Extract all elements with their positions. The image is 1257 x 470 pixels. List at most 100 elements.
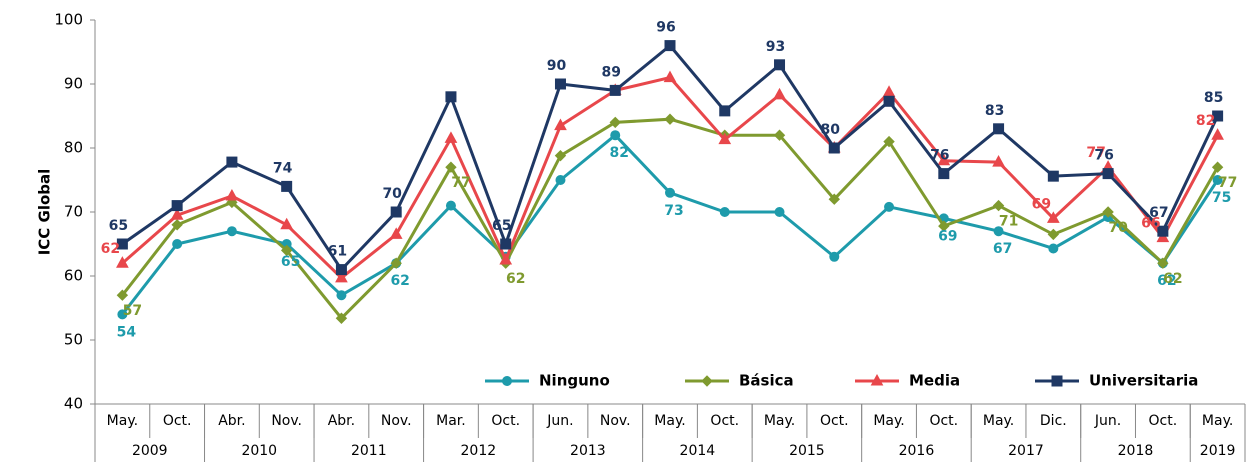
- year-label: 2019: [1200, 443, 1236, 459]
- x-tick-label: Nov.: [381, 413, 412, 429]
- data-point: [445, 200, 456, 211]
- data-label: 69: [938, 228, 957, 244]
- data-point: [445, 161, 457, 173]
- data-point: [1157, 257, 1169, 269]
- x-tick-label: Jun.: [1094, 413, 1121, 429]
- data-point: [829, 251, 840, 262]
- data-point: [555, 175, 566, 185]
- data-point: [610, 130, 621, 141]
- data-point: [1102, 168, 1114, 180]
- data-point: [1157, 225, 1169, 237]
- data-label: 65: [492, 218, 511, 234]
- data-point: [116, 256, 129, 268]
- data-label: 62: [101, 241, 120, 257]
- data-label: 66: [1141, 216, 1160, 232]
- legend-label: Ninguno: [539, 372, 610, 390]
- year-label: 2010: [241, 443, 277, 459]
- data-point: [719, 207, 730, 217]
- y-tick-label: 90: [64, 75, 83, 93]
- data-label: 93: [766, 39, 785, 55]
- data-point: [390, 206, 402, 218]
- data-label: 70: [1108, 220, 1128, 236]
- legend-marker: [502, 376, 512, 386]
- data-point: [390, 257, 402, 269]
- data-label: 62: [1157, 273, 1176, 289]
- data-point: [117, 309, 128, 320]
- data-point: [1047, 170, 1059, 182]
- data-point: [116, 289, 129, 301]
- y-tick-label: 50: [64, 331, 83, 349]
- data-label: 65: [109, 218, 128, 234]
- data-point: [226, 226, 237, 237]
- x-tick-label: Oct.: [1149, 413, 1178, 429]
- year-label: 2014: [680, 443, 716, 459]
- y-tick-label: 80: [64, 139, 83, 157]
- x-tick-label: May.: [1202, 413, 1233, 429]
- data-point: [773, 87, 786, 100]
- x-tick-label: May.: [654, 413, 685, 429]
- data-point: [1046, 211, 1060, 223]
- x-tick-label: May.: [983, 413, 1014, 429]
- y-tick-label: 70: [64, 203, 83, 221]
- data-label: 62: [390, 273, 409, 289]
- data-point: [335, 270, 348, 283]
- x-tick-label: Oct.: [820, 413, 849, 429]
- data-point: [500, 238, 512, 250]
- data-point: [773, 129, 786, 141]
- data-point: [992, 155, 1005, 167]
- data-label: 77: [1086, 145, 1105, 161]
- data-point: [938, 220, 950, 232]
- year-label: 2017: [1008, 443, 1044, 459]
- x-tick-label: Oct.: [163, 413, 192, 429]
- data-label: 76: [930, 148, 949, 164]
- data-label: 85: [1204, 90, 1223, 106]
- data-point: [719, 105, 731, 117]
- data-point: [609, 84, 621, 96]
- x-tick-label: May.: [107, 413, 138, 429]
- data-point: [1102, 206, 1114, 218]
- x-tick-label: Nov.: [600, 413, 631, 429]
- data-point: [774, 207, 785, 217]
- data-label: 77: [1218, 175, 1237, 191]
- data-point: [1048, 243, 1059, 254]
- data-label: 83: [985, 103, 1004, 119]
- x-tick-label: Abr.: [328, 413, 355, 429]
- x-tick-label: Abr.: [218, 413, 245, 429]
- data-point: [499, 252, 513, 265]
- data-label: 70: [382, 186, 402, 202]
- data-point: [116, 238, 128, 250]
- data-label: 54: [117, 324, 137, 340]
- data-point: [664, 40, 676, 52]
- data-point: [992, 199, 1005, 212]
- data-point: [609, 116, 621, 129]
- data-point: [171, 200, 183, 212]
- data-point: [882, 85, 896, 97]
- x-tick-label: Oct.: [710, 413, 739, 429]
- data-point: [1211, 128, 1224, 140]
- data-point: [883, 95, 895, 107]
- data-label: 80: [821, 122, 841, 138]
- data-label: 61: [328, 244, 347, 260]
- year-label: 2011: [351, 443, 387, 459]
- x-tick-label: Dic.: [1040, 413, 1067, 429]
- x-tick-label: May.: [873, 413, 904, 429]
- data-point: [225, 188, 239, 201]
- legend-marker: [870, 373, 884, 386]
- data-label: 75: [1212, 190, 1231, 206]
- y-tick-label: 40: [64, 395, 83, 413]
- data-label: 82: [1196, 113, 1215, 129]
- data-point: [1212, 110, 1224, 122]
- legend-label: Media: [909, 372, 960, 390]
- data-label: 62: [506, 271, 525, 287]
- data-point: [937, 153, 951, 166]
- year-label: 2018: [1118, 443, 1154, 459]
- data-point: [281, 180, 293, 192]
- data-point: [554, 149, 567, 162]
- data-point: [938, 168, 950, 180]
- data-point: [171, 219, 183, 231]
- data-point: [280, 244, 293, 257]
- x-tick-label: Oct.: [929, 413, 958, 429]
- legend-label: Básica: [739, 372, 794, 390]
- data-label: 71: [999, 214, 1018, 230]
